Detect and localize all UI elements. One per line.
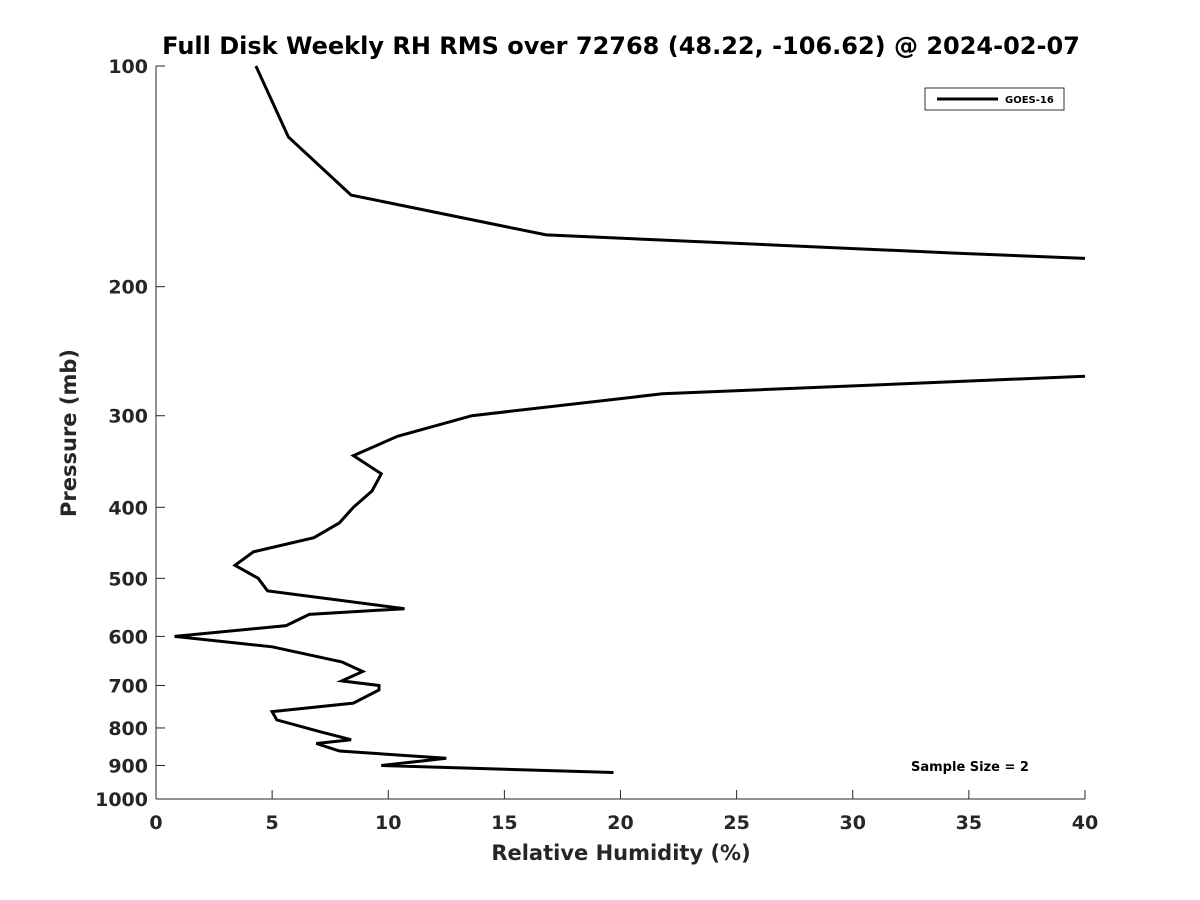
- x-tick-label: 15: [491, 812, 517, 834]
- x-tick-label: 20: [607, 812, 633, 834]
- y-tick-label: 300: [108, 406, 148, 428]
- x-tick-label: 40: [1072, 812, 1098, 834]
- series-line-segment: [174, 374, 1086, 774]
- series-line-segment: [254, 65, 1086, 260]
- y-axis-label: Pressure (mb): [57, 349, 81, 517]
- plot-area: 0 5 10 15 20 25 30 35 40 100 200 300 400 500 600 700 800…: [95, 56, 1098, 834]
- y-tick-label: 600: [108, 626, 148, 648]
- x-tick-label: 0: [149, 812, 162, 834]
- y-tick-label: 700: [108, 675, 148, 697]
- chart-title: Full Disk Weekly RH RMS over 72768 (48.2…: [162, 32, 1080, 60]
- y-tick-label: 800: [108, 718, 148, 740]
- sample-size-annotation: Sample Size = 2: [911, 760, 1029, 775]
- legend: GOES-16: [924, 87, 1065, 111]
- legend-label: GOES-16: [1005, 95, 1054, 106]
- x-tick-label: 35: [956, 812, 982, 834]
- y-tick-label: 900: [108, 755, 148, 777]
- y-tick-label: 1000: [95, 789, 148, 811]
- x-tick-label: 5: [266, 812, 279, 834]
- y-tick-label: 100: [108, 56, 148, 78]
- x-tick-label: 25: [723, 812, 749, 834]
- x-axis-label: Relative Humidity (%): [491, 841, 750, 865]
- y-tick-label: 200: [108, 277, 148, 299]
- x-tick-label: 10: [375, 812, 401, 834]
- y-tick-label: 400: [108, 497, 148, 519]
- y-tick-label: 500: [108, 568, 148, 590]
- x-tick-label: 30: [840, 812, 866, 834]
